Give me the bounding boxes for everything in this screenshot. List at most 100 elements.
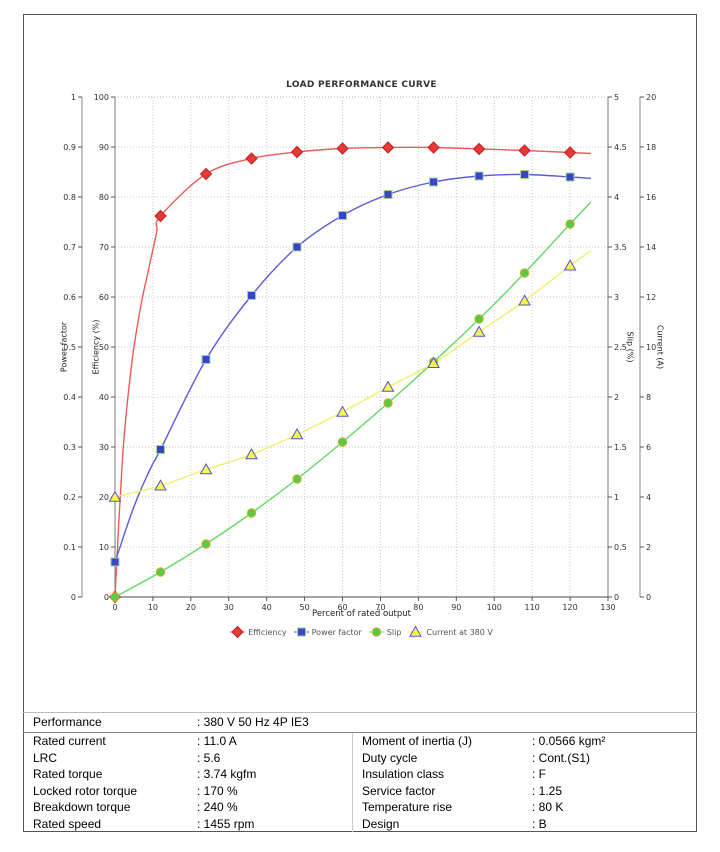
svg-text:4: 4 (614, 193, 619, 202)
field-value: : 1455 rpm (197, 816, 255, 831)
legend-label: Efficiency (248, 627, 287, 637)
page-border-frame (23, 14, 697, 832)
legend-label: Power factor (311, 627, 362, 637)
chart-legend: Efficiency Power factor Slip Current at … (0, 626, 720, 638)
svg-text:60: 60 (337, 603, 347, 612)
table-row: Rated torque : 3.74 kgfm Insulation clas… (23, 766, 697, 783)
table-row-performance: Performance : 380 V 50 Hz 4P IE3 (23, 712, 697, 733)
svg-text:0.6: 0.6 (63, 293, 76, 302)
svg-text:20: 20 (186, 603, 196, 612)
axis-label-percent-rated-output: Percent of rated output (312, 609, 411, 619)
svg-text:12: 12 (646, 293, 656, 302)
legend-item-current: Current at 380 V (408, 626, 493, 638)
svg-text:100: 100 (94, 93, 109, 102)
axis-label-power-factor: Power factor (59, 321, 69, 373)
current-at-380-v-markers (108, 259, 577, 502)
field-label: Insulation class (362, 767, 445, 781)
field-value: : B (532, 816, 547, 831)
table-body: Rated current : 11.0 A Moment of inertia… (23, 733, 697, 832)
svg-text:0: 0 (71, 593, 76, 602)
svg-text:5: 5 (614, 93, 619, 102)
svg-text:80: 80 (99, 193, 109, 202)
svg-text:30: 30 (224, 603, 234, 612)
svg-text:80: 80 (413, 603, 423, 612)
current-triangle-icon (408, 626, 424, 637)
power-factor-markers (110, 170, 575, 567)
svg-text:0.5: 0.5 (614, 543, 627, 552)
field-value: : Cont.(S1) (532, 750, 591, 765)
svg-text:4.5: 4.5 (614, 143, 627, 152)
svg-text:110: 110 (525, 603, 540, 612)
table-row: Rated current : 11.0 A Moment of inertia… (23, 733, 697, 750)
current-at-380-v-curve (114, 250, 592, 498)
field-value: : 11.0 A (197, 734, 237, 748)
power-factor-curve (114, 173, 591, 563)
svg-text:120: 120 (562, 603, 577, 612)
field-value: : 1.25 (532, 783, 563, 798)
svg-text:100: 100 (487, 603, 502, 612)
svg-text:0.2: 0.2 (63, 493, 76, 502)
svg-text:90: 90 (99, 143, 109, 152)
field-label: Breakdown torque (33, 800, 131, 814)
svg-text:40: 40 (262, 603, 272, 612)
svg-text:2: 2 (614, 393, 619, 402)
load-performance-chart: 0 10 20 30 40 50 60 70 80 90 100 110 120 13000.10.20.… (63, 93, 656, 612)
svg-text:0: 0 (614, 593, 619, 602)
field-value: : 5.6 (197, 750, 221, 765)
table-row: LRC : 5.6 Duty cycle : Cont.(S1) (23, 750, 697, 767)
svg-text:30: 30 (99, 443, 109, 452)
axis-label-current: Current (A) (655, 324, 665, 370)
svg-text:0: 0 (646, 593, 651, 602)
chart-title: LOAD PERFORMANCE CURVE (286, 80, 437, 90)
svg-text:6: 6 (646, 443, 651, 452)
svg-text:10: 10 (99, 543, 109, 552)
legend-item-efficiency: Efficiency (230, 626, 287, 638)
field-value: : 0.0566 kgm² (532, 734, 606, 748)
svg-text:130: 130 (600, 603, 615, 612)
efficiency-diamond-icon (230, 626, 246, 638)
table-row: Locked rotor torque : 170 % Service fact… (23, 783, 697, 800)
svg-text:18: 18 (646, 143, 656, 152)
field-value: : 240 % (197, 800, 238, 814)
svg-text:50: 50 (99, 343, 109, 352)
field-value: : F (532, 767, 546, 781)
efficiency-curve (114, 146, 591, 598)
power-factor-square-icon (293, 627, 309, 637)
field-label: Duty cycle (362, 750, 418, 765)
field-label: Temperature rise (362, 800, 453, 814)
svg-text:0.3: 0.3 (63, 443, 76, 452)
table-column-divider (352, 733, 353, 832)
slip-circle-icon (368, 627, 384, 637)
svg-text:0: 0 (112, 603, 117, 612)
field-label: Performance (33, 715, 102, 729)
svg-text:2.5: 2.5 (614, 343, 627, 352)
svg-text:90: 90 (451, 603, 461, 612)
svg-text:40: 40 (99, 393, 109, 402)
svg-text:0.7: 0.7 (63, 243, 76, 252)
svg-text:60: 60 (99, 293, 109, 302)
axis-label-slip: Slip (%) (625, 331, 635, 363)
svg-text:20: 20 (99, 493, 109, 502)
svg-text:4: 4 (646, 493, 651, 502)
svg-text:0.1: 0.1 (63, 543, 76, 552)
field-value: : 380 V 50 Hz 4P IE3 (197, 715, 309, 729)
svg-text:14: 14 (646, 243, 656, 252)
svg-text:2: 2 (646, 543, 651, 552)
field-value: : 170 % (197, 783, 238, 798)
svg-text:3.5: 3.5 (614, 243, 627, 252)
svg-text:70: 70 (99, 243, 109, 252)
svg-text:20: 20 (646, 93, 656, 102)
svg-text:50: 50 (300, 603, 310, 612)
svg-text:10: 10 (646, 343, 656, 352)
field-value: : 3.74 kgfm (197, 767, 257, 781)
table-row: Rated speed : 1455 rpm Design : B (23, 816, 697, 833)
svg-text:16: 16 (646, 193, 656, 202)
field-label: LRC (33, 750, 58, 765)
field-value: : 80 K (532, 800, 564, 814)
svg-text:10: 10 (148, 603, 158, 612)
field-label: Rated current (33, 734, 106, 748)
performance-table: Performance : 380 V 50 Hz 4P IE3 Rated c… (23, 712, 697, 832)
axis-label-efficiency: Efficiency (%) (91, 319, 101, 375)
svg-text:70: 70 (375, 603, 385, 612)
